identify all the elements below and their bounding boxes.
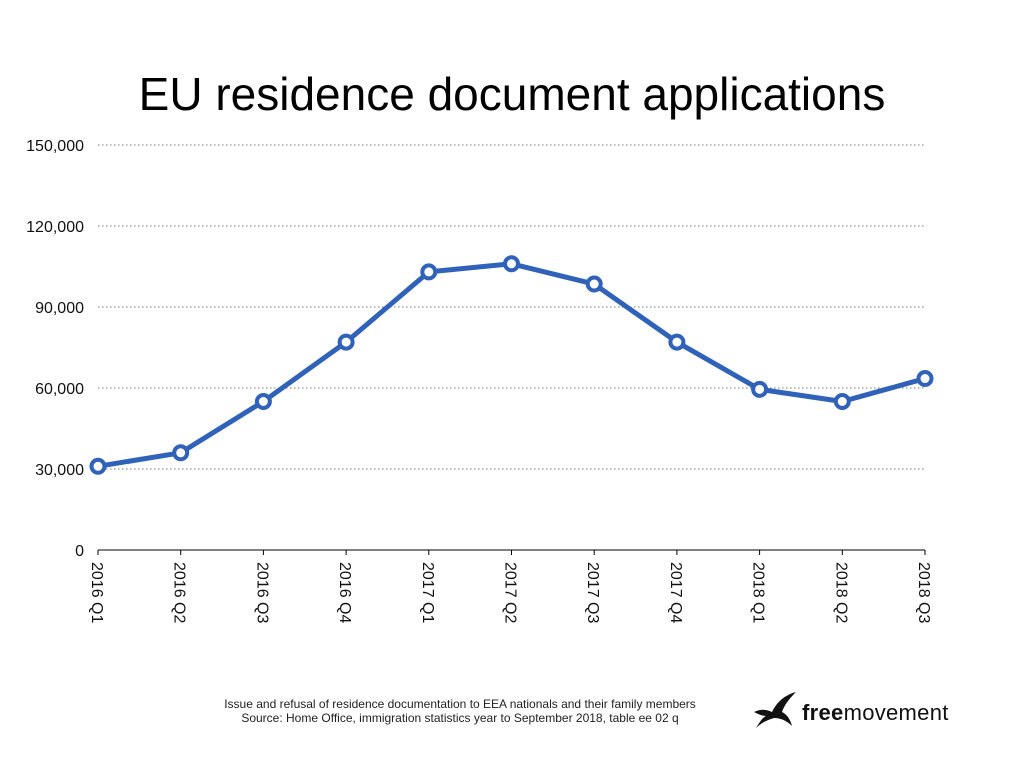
x-tick-label: 2016 Q2 — [171, 562, 188, 623]
data-point — [585, 275, 603, 293]
x-tick-label: 2016 Q3 — [253, 562, 270, 623]
x-tick-label: 2017 Q3 — [584, 562, 601, 623]
x-tick-label: 2017 Q4 — [667, 562, 684, 623]
brand-logo: freemovement — [752, 690, 982, 734]
x-tick-label: 2017 Q2 — [502, 562, 519, 623]
x-tick-label: 2017 Q1 — [419, 562, 436, 623]
data-point — [668, 333, 686, 351]
x-tick-label: 2018 Q1 — [750, 562, 767, 623]
x-tick-label: 2016 Q1 — [88, 562, 105, 623]
data-point — [916, 370, 934, 388]
data-point — [89, 457, 107, 475]
y-tick-label: 30,000 — [35, 462, 84, 479]
footer-notes: Issue and refusal of residence documenta… — [180, 697, 740, 725]
y-tick-label: 90,000 — [35, 300, 84, 317]
y-tick-label: 150,000 — [26, 138, 84, 155]
y-tick-label: 120,000 — [26, 219, 84, 236]
x-tick-label: 2018 Q3 — [915, 562, 932, 623]
data-point — [833, 393, 851, 410]
source-note-line-2: Source: Home Office, immigration statist… — [241, 711, 679, 725]
data-point — [420, 263, 438, 281]
series-line — [95, 261, 928, 469]
brand-name-regular: movement — [843, 700, 949, 725]
data-point — [172, 444, 190, 462]
data-point — [751, 380, 769, 398]
y-tick-label: 60,000 — [35, 381, 84, 398]
x-tick-label: 2016 Q4 — [336, 562, 353, 623]
source-note-line-1: Issue and refusal of residence documenta… — [224, 697, 696, 711]
brand-name: freemovement — [802, 700, 949, 726]
x-tick-label: 2018 Q2 — [832, 562, 849, 623]
chart-title: EU residence document applications — [138, 68, 886, 120]
brand-name-bold: free — [802, 700, 844, 725]
data-point — [503, 255, 520, 273]
crane-bird-icon — [754, 692, 796, 728]
data-point — [254, 393, 272, 410]
y-tick-label: 0 — [75, 543, 84, 560]
data-point — [337, 333, 355, 351]
